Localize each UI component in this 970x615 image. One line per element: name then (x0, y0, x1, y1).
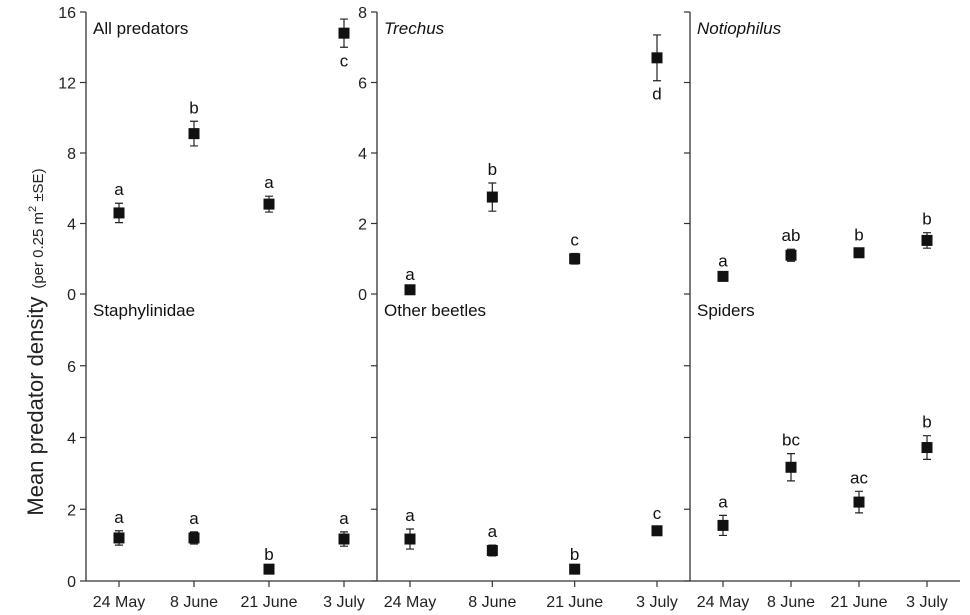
panel-5-data-point (569, 563, 581, 575)
panel-5-significance-letter: b (570, 545, 579, 564)
panel-4-y-tick-label: 2 (67, 502, 76, 519)
panel-4-data-point (338, 533, 350, 545)
panel-2-significance-letter: b (488, 160, 497, 179)
panel-2-y-tick-label: 6 (358, 76, 367, 93)
panel-3-significance-letter: a (718, 252, 728, 271)
panel-3-significance-letter: ab (782, 226, 801, 245)
y-axis-label-text: Mean predator density (per 0.25 m2 ±SE) (23, 168, 48, 515)
panel-5-significance-letter: a (488, 522, 498, 541)
panel-2-data-point (404, 284, 416, 296)
panel-5-x-tick-label: 24 May (384, 594, 436, 611)
panel-2-title: Trechus (384, 19, 445, 38)
panel-4-significance-letter: a (339, 509, 349, 528)
panel-4-y-tick-label: 6 (67, 359, 76, 376)
y-axis-label-units: (per 0.25 m (30, 212, 47, 289)
panel-2-data-point (651, 52, 663, 64)
panel-1-data-point (113, 207, 125, 219)
panel-4-x-tick-label: 3 July (323, 594, 365, 611)
y-axis-label-main: Mean predator density (23, 297, 48, 516)
panel-5: 24 May 8 June 21 June 3 July Other beetles a a… (371, 294, 690, 611)
panel-6-x-tick-label: 8 June (767, 594, 815, 611)
panel-4-y-tick-label: 4 (67, 431, 76, 448)
panel-6-significance-letter: b (922, 413, 931, 432)
panel-4-data-point (263, 563, 275, 575)
panel-6-significance-letter: bc (782, 431, 800, 450)
panel-2-data-point (486, 191, 498, 203)
panel-1-significance-letter: c (340, 51, 349, 70)
panel-1-y-tick-label: 12 (58, 76, 76, 93)
panel-2-y-tick-label: 8 (358, 5, 367, 22)
panel-4-x-tick-label: 21 June (241, 594, 298, 611)
panel-6-title: Spiders (697, 301, 755, 320)
panel-2-significance-letter: c (570, 230, 579, 249)
panel-2-y-tick-label: 4 (358, 146, 367, 163)
panel-1-data-point (338, 27, 350, 39)
panel-6-data-point (921, 442, 933, 454)
panel-1-data-point (263, 198, 275, 210)
panel-1-significance-letter: b (189, 98, 198, 117)
panel-1-data-point (188, 128, 200, 140)
panel-5-data-point (486, 545, 498, 557)
panel-4-data-point (188, 532, 200, 544)
panel-3-significance-letter: b (922, 210, 931, 229)
panel-1: 0 4 8 12 16 All predators a b a c (58, 5, 350, 304)
panel-1-y-tick-label: 0 (67, 287, 76, 304)
panel-6-x-tick-label: 3 July (906, 594, 948, 611)
panel-5-x-tick-label: 21 June (546, 594, 603, 611)
y-axis-label-superscript: 2 (27, 206, 39, 212)
panel-4-x-tick-label: 8 June (170, 594, 218, 611)
panel-5-x-tick-label: 3 July (636, 594, 678, 611)
panel-6-data-point (717, 519, 729, 531)
panel-2: 0 2 4 6 8 Trechus a b c d (358, 5, 663, 304)
panel-5-significance-letter: a (405, 506, 415, 525)
panel-5-significance-letter: c (653, 504, 662, 523)
panel-4-y-tick-label: 0 (67, 574, 76, 591)
panel-2-y-tick-label: 0 (358, 287, 367, 304)
panel-2-y-tick-label: 2 (358, 217, 367, 234)
panel-4-significance-letter: a (114, 508, 124, 527)
panel-5-data-point (651, 525, 663, 537)
panel-3-data-point (921, 234, 933, 246)
panel-1-y-tick-label: 4 (67, 217, 76, 234)
panel-6-x-tick-label: 21 June (831, 594, 888, 611)
panel-4-x-tick-label: 24 May (93, 594, 145, 611)
panel-1-significance-letter: a (264, 173, 274, 192)
panel-4-data-point (113, 532, 125, 544)
panel-4: 0 2 4 6 24 May 8 June 21 June 3 July Staphylinid… (67, 294, 377, 611)
panel-2-significance-letter: d (652, 85, 661, 104)
panel-5-data-point (404, 533, 416, 545)
panel-4-significance-letter: b (264, 545, 273, 564)
panel-3-data-point (853, 247, 865, 259)
y-axis-label-units-suffix: ±SE) (30, 168, 47, 205)
panel-1-significance-letter: a (114, 180, 124, 199)
y-axis-label: Mean predator density (per 0.25 m2 ±SE) (23, 168, 48, 515)
panel-3-data-point (717, 270, 729, 282)
panel-6-significance-letter: a (718, 492, 728, 511)
panel-2-data-point (569, 253, 581, 265)
panel-1-y-tick-label: 16 (58, 5, 76, 22)
panel-1-title: All predators (93, 19, 188, 38)
panel-3-significance-letter: b (854, 226, 863, 245)
panel-3: Notiophilus a ab b b (684, 11, 933, 295)
panel-3-data-point (785, 249, 797, 261)
panel-6-data-point (785, 461, 797, 473)
panel-5-title: Other beetles (384, 301, 486, 320)
panel-6-significance-letter: ac (850, 468, 868, 487)
panel-6-data-point (853, 496, 865, 508)
panel-2-significance-letter: a (405, 265, 415, 284)
panel-1-y-tick-label: 8 (67, 146, 76, 163)
panel-4-title: Staphylinidae (93, 301, 195, 320)
panel-5-x-tick-label: 8 June (468, 594, 516, 611)
panel-3-title: Notiophilus (697, 19, 782, 38)
panel-6-x-tick-label: 24 May (697, 594, 749, 611)
panel-6: 24 May 8 June 21 June 3 July Spiders a bc ac b (684, 294, 960, 611)
panel-4-significance-letter: a (189, 509, 199, 528)
